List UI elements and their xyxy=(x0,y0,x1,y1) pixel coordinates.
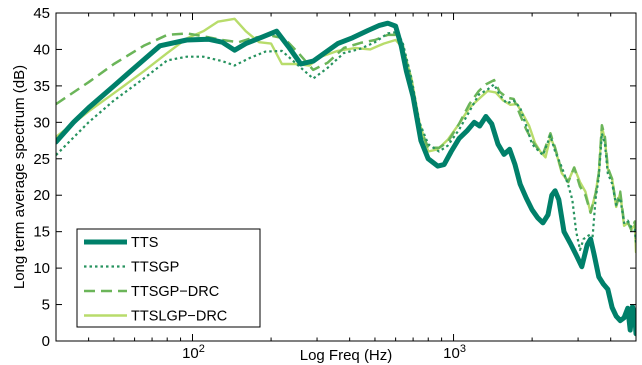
y-tick-label: 0 xyxy=(42,333,50,350)
y-tick-label: 25 xyxy=(33,151,50,168)
y-tick-label: 5 xyxy=(42,297,50,314)
legend-label: TTSGP xyxy=(131,260,179,276)
legend-label: TTSGP−DRC xyxy=(131,284,219,300)
x-tick-label: 102 xyxy=(182,343,205,362)
y-tick-label: 40 xyxy=(33,41,50,58)
legend-box xyxy=(76,228,261,328)
y-tick-label: 35 xyxy=(33,78,50,95)
x-tick-label: 103 xyxy=(443,343,466,362)
ticks-layer: 0 5 10 15 20 25 30 35 40 45 102 103 xyxy=(33,5,637,362)
series-line-tts xyxy=(56,20,636,337)
plot-frame xyxy=(55,12,637,342)
y-tick-label: 20 xyxy=(33,187,50,204)
y-tick-label: 15 xyxy=(33,224,50,241)
x-axis-label: Log Freq (Hz) xyxy=(300,347,393,364)
series-layer xyxy=(56,17,636,337)
legend: TTS TTSGP TTSGP−DRC TTSLGP−DRC xyxy=(76,228,261,328)
series-line-ttsgp-drc xyxy=(56,32,636,240)
legend-label: TTSLGP−DRC xyxy=(131,309,227,325)
y-tick-label: 30 xyxy=(33,114,50,131)
y-tick-label: 10 xyxy=(33,260,50,277)
y-axis-label: Long term average spectrum (dB) xyxy=(11,65,28,289)
y-tick-label: 45 xyxy=(33,5,50,22)
legend-label: TTS xyxy=(131,235,158,251)
